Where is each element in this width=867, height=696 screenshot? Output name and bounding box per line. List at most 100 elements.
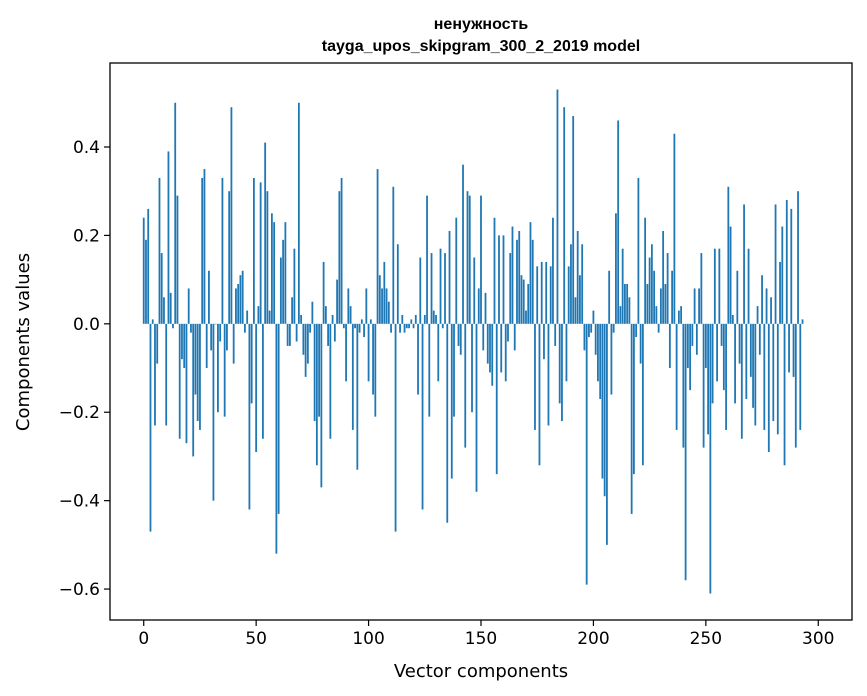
y-axis-label: Components values bbox=[13, 253, 34, 431]
bar bbox=[713, 248, 716, 324]
bar bbox=[187, 288, 190, 324]
bar bbox=[668, 323, 671, 369]
bar bbox=[217, 323, 219, 413]
bar bbox=[624, 284, 626, 324]
chart-subtitle: tayga_upos_skipgram_300_2_2019 model bbox=[322, 38, 640, 55]
bar bbox=[484, 292, 487, 324]
bar bbox=[318, 323, 321, 417]
bar bbox=[201, 177, 204, 324]
bar bbox=[574, 297, 577, 324]
bar bbox=[230, 107, 233, 324]
bar bbox=[700, 253, 703, 324]
bar bbox=[408, 323, 410, 329]
bar bbox=[507, 323, 509, 342]
bar bbox=[716, 323, 718, 382]
bar bbox=[158, 177, 161, 324]
bar bbox=[644, 217, 647, 324]
bar bbox=[401, 314, 404, 324]
bar bbox=[588, 323, 590, 338]
bar bbox=[599, 323, 602, 399]
bar bbox=[421, 323, 424, 510]
bar bbox=[432, 310, 435, 324]
bar bbox=[190, 323, 192, 333]
bar bbox=[711, 323, 714, 404]
bar bbox=[313, 323, 316, 422]
bar bbox=[722, 323, 725, 391]
bar bbox=[547, 323, 550, 426]
bar bbox=[572, 116, 575, 324]
bar bbox=[412, 323, 415, 329]
bar bbox=[414, 314, 417, 324]
bar bbox=[419, 257, 422, 324]
bar bbox=[511, 226, 514, 324]
bar bbox=[372, 323, 374, 395]
bar bbox=[439, 248, 442, 324]
bar bbox=[410, 319, 413, 324]
bar bbox=[693, 288, 696, 324]
bar bbox=[630, 323, 633, 514]
bar bbox=[637, 177, 640, 324]
bar bbox=[659, 288, 662, 324]
bar bbox=[583, 323, 586, 351]
bar bbox=[740, 323, 743, 439]
bar bbox=[311, 301, 314, 324]
x-axis: 0 50 100 150 200 250 300 bbox=[138, 620, 834, 649]
bar bbox=[790, 208, 793, 324]
bar bbox=[300, 314, 303, 324]
bar bbox=[556, 89, 559, 324]
bar bbox=[441, 323, 444, 329]
bar bbox=[306, 323, 309, 364]
y-tick-label: 0.2 bbox=[73, 226, 100, 246]
bar bbox=[729, 226, 732, 324]
bar bbox=[279, 257, 282, 324]
bar bbox=[192, 323, 195, 457]
bar bbox=[621, 248, 624, 324]
bar bbox=[286, 323, 289, 346]
bar bbox=[504, 323, 507, 382]
bar bbox=[689, 323, 692, 391]
bar bbox=[331, 314, 334, 324]
bar bbox=[165, 323, 168, 426]
bar bbox=[322, 261, 325, 324]
bar bbox=[615, 213, 617, 324]
bar bbox=[493, 217, 496, 324]
bar bbox=[673, 133, 676, 324]
bar bbox=[486, 323, 489, 364]
bar bbox=[502, 235, 505, 324]
bar bbox=[779, 261, 781, 324]
bar bbox=[480, 195, 482, 324]
bar bbox=[770, 297, 772, 324]
bar bbox=[635, 323, 638, 338]
bar bbox=[702, 323, 705, 448]
bar bbox=[601, 323, 604, 479]
bar bbox=[176, 195, 179, 324]
bar bbox=[315, 323, 318, 466]
bar bbox=[579, 275, 581, 324]
bar bbox=[475, 323, 478, 492]
bar bbox=[500, 323, 503, 373]
bar bbox=[671, 270, 674, 324]
bar bbox=[731, 314, 734, 324]
bar bbox=[324, 306, 327, 324]
bar bbox=[801, 319, 804, 324]
bar bbox=[788, 323, 790, 373]
bar bbox=[655, 306, 658, 324]
bar bbox=[525, 310, 527, 324]
bar bbox=[385, 288, 388, 324]
bar bbox=[435, 314, 437, 324]
bar bbox=[354, 323, 356, 329]
bar bbox=[282, 239, 285, 324]
bar bbox=[203, 169, 206, 324]
bar bbox=[754, 323, 757, 426]
bar bbox=[736, 270, 739, 324]
bar bbox=[792, 323, 795, 377]
bar bbox=[641, 323, 644, 466]
bar bbox=[538, 323, 541, 466]
bar bbox=[471, 323, 473, 413]
bar bbox=[360, 319, 363, 324]
bar bbox=[246, 310, 249, 324]
bar bbox=[675, 323, 678, 430]
bar bbox=[250, 323, 253, 404]
bar bbox=[259, 182, 262, 324]
